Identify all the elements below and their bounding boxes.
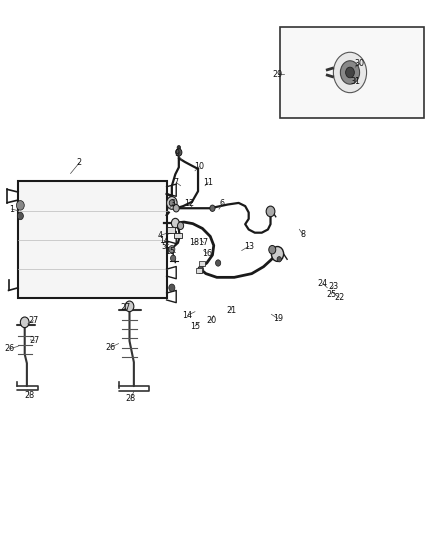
Text: 31: 31 xyxy=(350,77,360,86)
Circle shape xyxy=(169,284,175,292)
Circle shape xyxy=(269,246,276,254)
Text: 27: 27 xyxy=(120,303,130,312)
Text: 23: 23 xyxy=(328,282,339,291)
Text: 22: 22 xyxy=(334,293,344,302)
Text: 3: 3 xyxy=(171,199,176,208)
Text: 10: 10 xyxy=(194,162,205,171)
Text: 1: 1 xyxy=(9,205,14,214)
Text: 25: 25 xyxy=(326,289,337,298)
Bar xyxy=(199,261,205,265)
Bar xyxy=(196,268,202,272)
Circle shape xyxy=(169,246,175,253)
Text: 11: 11 xyxy=(203,178,213,187)
Text: 16: 16 xyxy=(202,249,212,258)
Text: 18: 18 xyxy=(189,238,199,247)
Text: 28: 28 xyxy=(126,394,136,403)
Circle shape xyxy=(277,256,282,262)
Text: 24: 24 xyxy=(318,279,328,288)
Text: 19: 19 xyxy=(273,314,283,323)
Bar xyxy=(280,27,424,118)
Bar xyxy=(174,233,182,238)
Circle shape xyxy=(198,266,204,273)
Circle shape xyxy=(346,67,354,78)
Circle shape xyxy=(266,206,275,217)
Text: 20: 20 xyxy=(206,316,216,325)
Text: 27: 27 xyxy=(30,336,40,345)
Circle shape xyxy=(215,260,221,266)
Circle shape xyxy=(272,246,284,261)
Circle shape xyxy=(210,205,215,212)
Text: 21: 21 xyxy=(226,305,236,314)
Circle shape xyxy=(333,52,367,93)
Circle shape xyxy=(20,317,29,328)
Text: 8: 8 xyxy=(300,230,305,239)
Circle shape xyxy=(171,219,179,228)
Text: 15: 15 xyxy=(190,321,200,330)
Circle shape xyxy=(173,205,179,212)
Text: 28: 28 xyxy=(24,391,34,400)
Text: 14: 14 xyxy=(183,311,193,320)
Text: 27: 27 xyxy=(28,316,39,325)
Circle shape xyxy=(177,222,184,230)
Circle shape xyxy=(176,149,182,156)
Text: 29: 29 xyxy=(273,70,283,78)
Text: 14: 14 xyxy=(159,237,170,246)
Bar xyxy=(18,181,166,298)
Text: 4: 4 xyxy=(158,231,162,240)
Text: 15: 15 xyxy=(165,247,175,256)
Circle shape xyxy=(170,255,176,262)
Bar xyxy=(167,228,175,233)
Circle shape xyxy=(166,197,177,209)
Text: 26: 26 xyxy=(4,344,14,353)
Circle shape xyxy=(17,212,23,220)
Text: 30: 30 xyxy=(355,59,364,68)
Circle shape xyxy=(177,146,180,150)
Text: 9: 9 xyxy=(175,149,180,158)
Text: 13: 13 xyxy=(244,242,254,251)
Text: 6: 6 xyxy=(220,199,225,208)
Text: 2: 2 xyxy=(77,158,82,167)
Circle shape xyxy=(169,200,174,206)
Text: 26: 26 xyxy=(106,343,116,352)
Text: 12: 12 xyxy=(184,199,194,208)
Circle shape xyxy=(16,200,24,210)
Text: 5: 5 xyxy=(162,242,167,251)
Circle shape xyxy=(125,301,134,312)
Text: 7: 7 xyxy=(173,178,179,187)
Text: 17: 17 xyxy=(199,238,209,247)
Circle shape xyxy=(340,61,360,84)
